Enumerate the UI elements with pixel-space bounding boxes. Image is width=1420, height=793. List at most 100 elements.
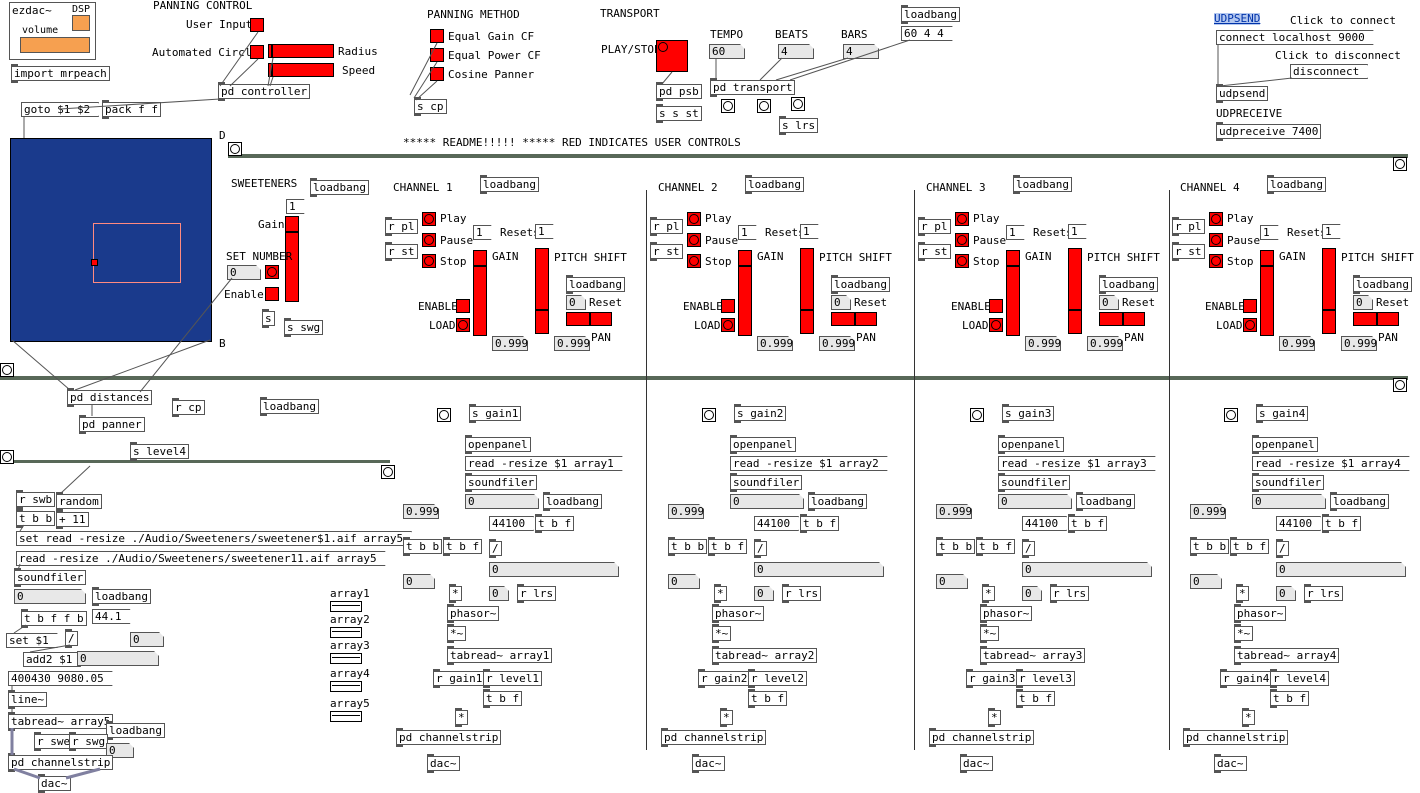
pd-distances-object[interactable]: pd distances: [67, 388, 153, 407]
pan-reset-number[interactable]: 0: [1099, 295, 1119, 310]
r-st-object[interactable]: r st: [1172, 242, 1205, 261]
channel-loadbang-2[interactable]: loadbang: [1076, 492, 1135, 511]
divider-bang-lower-left[interactable]: [0, 450, 14, 464]
speed-slider[interactable]: [268, 63, 334, 77]
stop-bang[interactable]: [422, 254, 436, 268]
equal-power-toggle[interactable]: [430, 48, 444, 62]
r-pl-object[interactable]: r pl: [918, 217, 951, 236]
openpanel-object[interactable]: openpanel: [465, 435, 531, 454]
multiply-tilde-object[interactable]: *~: [1234, 624, 1254, 643]
swg-number[interactable]: 0: [106, 743, 134, 758]
soundfiler-object[interactable]: soundfiler: [1252, 473, 1325, 492]
gain-reset-message[interactable]: 1: [1260, 225, 1279, 240]
set-read-message[interactable]: set read -resize ./Audio/Sweeteners/swee…: [16, 531, 412, 546]
enable-toggle[interactable]: [1243, 299, 1257, 313]
multiply-object-2[interactable]: *: [720, 708, 733, 727]
t-b-f-object-2[interactable]: t b f: [1230, 537, 1270, 556]
openpanel-object[interactable]: openpanel: [998, 435, 1064, 454]
sweeteners-one-message[interactable]: 1: [286, 199, 305, 214]
read-resize-message[interactable]: read -resize $1 array2: [730, 456, 888, 471]
t-b-f-object-2[interactable]: t b f: [443, 537, 483, 556]
multiply-object[interactable]: *: [982, 584, 995, 603]
tabread-object[interactable]: tabread~ array1: [447, 646, 553, 665]
divide-object[interactable]: /: [1022, 539, 1035, 558]
dac-object[interactable]: dac~: [960, 754, 993, 773]
level-number[interactable]: 0.999: [1190, 504, 1226, 519]
multiply-object-2[interactable]: *: [455, 708, 468, 727]
r-gain-object[interactable]: r gain2: [698, 669, 751, 688]
pause-bang[interactable]: [422, 233, 436, 247]
pitch-loadbang[interactable]: loadbang: [566, 275, 625, 294]
channel-loadbang-2[interactable]: loadbang: [808, 492, 867, 511]
add2-number[interactable]: 0: [77, 651, 159, 666]
pitch-reset-message[interactable]: 1: [535, 224, 554, 239]
t-b-f-object-2[interactable]: t b f: [976, 537, 1016, 556]
automated-circle-toggle[interactable]: [250, 45, 264, 59]
transport-loadbang[interactable]: loadbang: [901, 5, 960, 24]
sweeteners-gain-slider[interactable]: [285, 216, 299, 302]
divide-object[interactable]: /: [65, 629, 78, 648]
count-number[interactable]: 0: [668, 574, 700, 589]
pd-controller-object[interactable]: pd controller: [218, 82, 311, 101]
r-st-object[interactable]: r st: [650, 242, 683, 261]
array4-table[interactable]: [330, 681, 362, 692]
stop-bang[interactable]: [955, 254, 969, 268]
pause-bang[interactable]: [955, 233, 969, 247]
enable-toggle[interactable]: [721, 299, 735, 313]
channel-bang[interactable]: [970, 408, 984, 422]
level-number[interactable]: 0.999: [936, 504, 972, 519]
multiply-object-2[interactable]: *: [1242, 708, 1255, 727]
phasor-object[interactable]: phasor~: [980, 604, 1033, 623]
divider-bang-right-mid[interactable]: [1393, 378, 1407, 392]
samplerate-message[interactable]: 44100: [489, 516, 534, 531]
s-gain-object[interactable]: s gain4: [1256, 404, 1309, 423]
multiply-tilde-object[interactable]: *~: [712, 624, 732, 643]
r-pl-object[interactable]: r pl: [385, 217, 418, 236]
bars-number[interactable]: 4: [843, 44, 879, 59]
r-cp-object[interactable]: r cp: [172, 398, 205, 417]
soundfiler-number[interactable]: 0: [730, 494, 804, 509]
multiply-object-2[interactable]: *: [988, 708, 1001, 727]
sweeteners-s-swg[interactable]: s swg: [284, 318, 324, 337]
add2-message[interactable]: add2 $1: [23, 652, 81, 667]
pitch-reset-message[interactable]: 1: [800, 224, 819, 239]
dac-object[interactable]: dac~: [427, 754, 460, 773]
dac-object[interactable]: dac~: [692, 754, 725, 773]
t-b-b-object[interactable]: t b b: [16, 509, 56, 528]
stop-bang[interactable]: [687, 254, 701, 268]
r-lrs-object[interactable]: r lrs: [517, 584, 557, 603]
array1-table[interactable]: [330, 601, 362, 612]
connect-message[interactable]: connect localhost 9000: [1216, 30, 1374, 45]
channel-loadbang[interactable]: loadbang: [745, 175, 804, 194]
pan-reset-number[interactable]: 0: [1353, 295, 1373, 310]
r-pl-object[interactable]: r pl: [1172, 217, 1205, 236]
t-b-f-object[interactable]: t b f: [1322, 514, 1362, 533]
r-st-object[interactable]: r st: [918, 242, 951, 261]
line-tilde-object[interactable]: line~: [8, 690, 48, 709]
xy-pad[interactable]: [10, 138, 212, 342]
multiply-tilde-object[interactable]: *~: [980, 624, 1000, 643]
soundfiler-number[interactable]: 0: [14, 589, 86, 604]
r-swb-object[interactable]: r swb: [16, 490, 56, 509]
sweeteners-enable-toggle[interactable]: [265, 287, 279, 301]
goto-message[interactable]: goto $1 $2: [21, 102, 99, 117]
divide-number[interactable]: 0: [1276, 562, 1406, 577]
line-values-message[interactable]: 400430 9080.05: [8, 671, 113, 686]
lower-channelstrip[interactable]: pd channelstrip: [8, 753, 114, 772]
gain-value-number[interactable]: 0.999: [1279, 336, 1315, 351]
gain-value-number[interactable]: 0.999: [492, 336, 528, 351]
t-b-f-object-3[interactable]: t b f: [1270, 689, 1310, 708]
multiply-object[interactable]: *: [449, 584, 462, 603]
pitch-reset-message[interactable]: 1: [1322, 224, 1341, 239]
lower-loadbang-2[interactable]: loadbang: [92, 587, 151, 606]
tabread-object[interactable]: tabread~ array3: [980, 646, 1086, 665]
play-stop-bang[interactable]: [656, 40, 688, 72]
gain-slider[interactable]: [1260, 250, 1274, 336]
multiply-tilde-object[interactable]: *~: [447, 624, 467, 643]
samplerate-message[interactable]: 44100: [1022, 516, 1067, 531]
zero-number[interactable]: 0: [754, 586, 774, 601]
array3-table[interactable]: [330, 653, 362, 664]
channelstrip-object[interactable]: pd channelstrip: [661, 728, 767, 747]
phasor-object[interactable]: phasor~: [447, 604, 500, 623]
soundfiler-number[interactable]: 0: [465, 494, 539, 509]
